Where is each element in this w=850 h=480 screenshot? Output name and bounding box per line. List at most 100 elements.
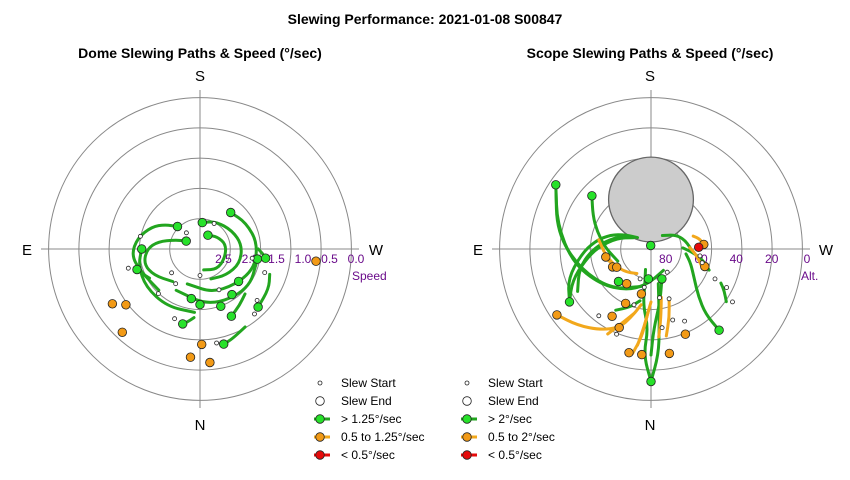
scope-radial-tick-label: 20 xyxy=(765,252,779,266)
dome-legend-label: Slew Start xyxy=(341,376,396,390)
dome-slew-path xyxy=(229,292,247,318)
scope-legend-end-marker xyxy=(462,396,472,406)
scope-slew-end-mark xyxy=(564,297,575,307)
dome-direction-left: E xyxy=(22,242,32,259)
dome-panel: Dome Slewing Paths & Speed (°/sec) S N E… xyxy=(22,45,425,462)
scope-slew-end-mark xyxy=(646,376,656,387)
dome-slew-end-mark xyxy=(226,311,237,321)
scope-slew-end-mark xyxy=(601,252,611,262)
dome-slew-end-mark xyxy=(195,299,205,310)
scope-slew-end-mark xyxy=(613,276,624,287)
scope-slew-end-mark xyxy=(643,274,654,284)
scope-slew-end-mark xyxy=(620,298,631,309)
dome-slew-start-mark xyxy=(125,265,131,271)
exclusion-circle xyxy=(607,156,695,243)
scope-slew-start-mark xyxy=(657,295,662,301)
scope-slew-end-mark xyxy=(664,348,675,359)
scope-slew-end-mark xyxy=(680,329,691,339)
dome-slew-end-mark xyxy=(253,302,263,312)
dome-slew-end-mark xyxy=(186,293,197,304)
scope-legend-label: 0.5 to 2°/sec xyxy=(488,430,555,444)
scope-legend-start-marker xyxy=(464,380,470,386)
dome-slew-start-mark xyxy=(169,270,175,276)
dome-slew-end-mark xyxy=(218,339,229,349)
scope-slew-path xyxy=(636,307,651,347)
scope-exclusion-zone xyxy=(607,156,695,243)
dome-radial-tick-label: 0.0 xyxy=(348,252,365,266)
dome-slew-end-mark xyxy=(227,289,237,300)
scope-slew-end-mark xyxy=(614,322,624,333)
dome-radial-label: Speed xyxy=(352,269,387,283)
scope-slew-end-mark xyxy=(552,310,562,320)
dome-slew-path xyxy=(143,238,188,283)
scope-slew-end-mark xyxy=(646,240,656,251)
dome-slew-start-mark xyxy=(211,221,217,226)
scope-slew-path xyxy=(606,312,636,336)
dome-slew-start-mark xyxy=(173,281,179,287)
scope-slew-start-mark xyxy=(712,276,718,282)
scope-slew-path xyxy=(719,281,728,304)
scope-slew-path xyxy=(590,194,620,263)
scope-slew-path xyxy=(684,252,721,332)
scope-legend-label: < 0.5°/sec xyxy=(488,448,542,462)
scope-slew-end-mark xyxy=(551,180,561,190)
dome-slew-start-mark xyxy=(172,316,178,322)
dome-chart-title: Dome Slewing Paths & Speed (°/sec) xyxy=(78,45,322,61)
scope-slew-end-mark xyxy=(714,325,724,335)
scope-slew-start-mark xyxy=(682,318,687,324)
scope-slew-end-mark xyxy=(637,349,647,360)
dome-legend: Slew Start Slew End > 1.25°/sec 0.5 to 1.25… xyxy=(314,376,425,462)
scope-slew-start-mark xyxy=(631,302,637,308)
dome-legend-dot-orange xyxy=(315,432,325,442)
scope-slew-end-mark xyxy=(624,348,634,358)
scope-slew-start-mark xyxy=(730,299,735,305)
dome-slew-start-mark xyxy=(216,287,222,293)
scope-legend-label: Slew End xyxy=(488,394,539,408)
scope-slew-start-mark xyxy=(724,285,729,290)
scope-radial-tick-label: 40 xyxy=(730,252,744,266)
dome-radial-tick-label: 1.0 xyxy=(295,252,312,266)
scope-legend: Slew Start Slew End > 2°/sec 0.5 to 2°/sec <… xyxy=(461,376,555,462)
dome-slew-path xyxy=(200,220,243,281)
dome-legend-label: < 0.5°/sec xyxy=(341,448,395,462)
scope-radial-tick-label: 0 xyxy=(804,252,811,266)
scope-slew-path xyxy=(664,297,671,338)
dome-slew-start-mark xyxy=(137,233,143,239)
dome-slew-path xyxy=(131,223,179,292)
scope-direction-left: E xyxy=(473,242,483,259)
dome-legend-end-marker xyxy=(315,396,325,406)
dome-legend-dot-red xyxy=(315,450,325,460)
dome-slew-start-mark xyxy=(252,311,257,317)
dome-slew-start-mark xyxy=(183,230,189,236)
scope-slew-path xyxy=(567,233,639,304)
dome-slew-end-mark xyxy=(203,230,213,240)
dome-slew-start-mark xyxy=(214,340,220,346)
dome-slew-start-mark xyxy=(197,273,203,278)
dome-slew-end-mark xyxy=(172,221,183,232)
scope-slew-start-mark xyxy=(637,276,643,282)
scope-direction-bottom: N xyxy=(645,417,656,434)
scope-slew-start-mark xyxy=(699,260,705,266)
dome-slew-start-mark xyxy=(254,297,260,303)
scope-radial-label: Alt. xyxy=(801,269,818,283)
dome-radial-tick-label: 0.5 xyxy=(321,252,338,266)
dome-marks xyxy=(107,207,321,368)
dome-slew-end-mark xyxy=(216,301,226,312)
dome-radial-tick-label: 1.5 xyxy=(268,252,285,266)
scope-slew-path xyxy=(554,183,643,290)
dome-slew-end-mark xyxy=(197,217,208,228)
scope-legend-label: Slew Start xyxy=(488,376,543,390)
scope-legend-dot-orange xyxy=(462,432,472,442)
dome-slew-end-mark xyxy=(225,207,236,218)
dome-slew-end-mark xyxy=(136,244,147,254)
dome-slew-end-mark xyxy=(107,299,118,309)
scope-radial-ticks: 80 60 40 20 0 xyxy=(659,252,811,266)
dome-polar-grid xyxy=(41,90,359,408)
dome-slew-start-mark xyxy=(262,270,268,276)
scope-slew-start-mark xyxy=(666,296,672,302)
scope-legend-dot-red xyxy=(462,450,472,460)
dome-slew-end-mark xyxy=(177,319,188,329)
dome-slew-path xyxy=(202,233,228,272)
dome-slew-path xyxy=(174,257,259,304)
dome-direction-top: S xyxy=(195,68,205,85)
